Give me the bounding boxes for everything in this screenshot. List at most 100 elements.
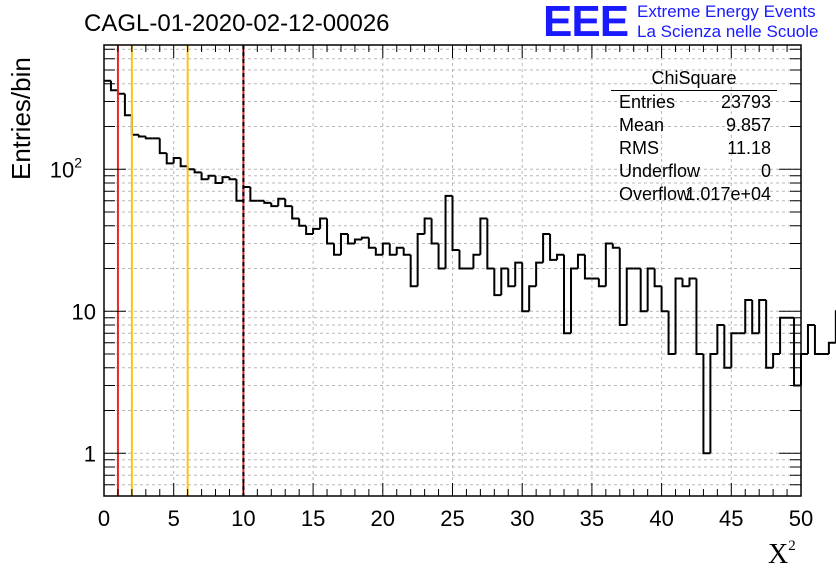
- histogram-bin: [158, 138, 167, 155]
- histogram-bin: [123, 93, 132, 117]
- x-axis-label-base: X: [768, 539, 789, 570]
- x-axis-label-sup: 2: [788, 538, 796, 554]
- histogram-bin: [458, 250, 467, 270]
- stats-row-mean: Mean 9.857: [611, 114, 777, 137]
- histogram-bin: [793, 317, 801, 387]
- stats-value: 1.017e+04: [685, 184, 771, 204]
- histogram-bin: [451, 195, 460, 252]
- histogram-bin: [813, 325, 822, 356]
- histogram-bin: [319, 217, 328, 229]
- histogram-bin: [563, 254, 571, 335]
- histogram-bin: [430, 218, 439, 245]
- stats-value: 11.18: [727, 138, 771, 158]
- histogram-bin: [702, 354, 711, 455]
- histogram-bin: [423, 217, 432, 234]
- stats-key: Overflow: [619, 184, 691, 204]
- histogram-bin: [765, 300, 774, 369]
- histogram-bin: [674, 277, 683, 355]
- histogram-bin: [514, 261, 523, 287]
- stats-row-underflow: Underflow 0: [611, 160, 777, 183]
- histogram-bin: [667, 311, 676, 356]
- histogram-bin: [479, 217, 488, 255]
- histogram-bin: [576, 253, 585, 269]
- histogram-bin: [179, 158, 188, 168]
- histogram-bin: [604, 242, 613, 287]
- histogram-bin: [653, 268, 662, 288]
- histogram-bin: [395, 246, 404, 255]
- x-tick-label: 10: [231, 506, 255, 531]
- histogram-bin: [165, 153, 174, 165]
- histogram-bin: [744, 299, 753, 334]
- stats-row-entries: Entries 23793: [611, 91, 777, 114]
- stats-key: Mean: [619, 115, 665, 135]
- histogram-bin: [277, 197, 286, 207]
- histogram-bin: [333, 243, 341, 256]
- histogram-bin: [200, 172, 209, 181]
- histogram-bin: [716, 324, 725, 355]
- histogram-bin: [353, 238, 362, 244]
- y-axis-label: Entries/bin: [6, 57, 36, 180]
- axes: [103, 44, 802, 497]
- histogram-bin: [500, 267, 509, 296]
- histogram-bin: [214, 175, 223, 185]
- histogram-bin: [772, 353, 781, 368]
- eee-logo: EEE: [543, 0, 629, 46]
- histogram-bin: [228, 177, 237, 181]
- histogram-bin: [569, 267, 578, 334]
- histogram-bin: [130, 115, 139, 136]
- histogram-bin: [116, 90, 125, 95]
- histogram-bin: [367, 237, 376, 249]
- x-tick-label: 25: [440, 506, 464, 531]
- histogram-bin: [758, 299, 767, 334]
- histogram-bin: [409, 254, 418, 288]
- histogram-bin: [263, 200, 272, 204]
- histogram-bin: [437, 243, 446, 270]
- histogram-bin: [472, 253, 481, 269]
- histogram-bin: [360, 236, 369, 240]
- y-tick-label: 10: [72, 299, 96, 324]
- histogram-bin: [193, 169, 202, 174]
- histogram-bin: [800, 353, 808, 386]
- histogram-bin: [242, 185, 251, 201]
- histogram-bin: [381, 242, 390, 255]
- histogram-bin: [339, 232, 348, 255]
- x-tick-label: 50: [789, 506, 813, 531]
- logo-line-1: Extreme Energy Events: [637, 2, 816, 21]
- logo-caption: Extreme Energy Events La Scienza nelle S…: [637, 2, 818, 42]
- histogram-bin: [542, 232, 551, 263]
- histogram-bin: [172, 157, 181, 164]
- histogram-bin: [583, 254, 592, 280]
- histogram-bin: [493, 268, 502, 297]
- histogram-bin: [660, 286, 669, 313]
- histogram-bin: [597, 278, 606, 288]
- histogram-bin: [507, 268, 516, 288]
- histogram-bin: [549, 233, 558, 261]
- histogram-bin: [444, 194, 453, 269]
- histogram-bin: [270, 202, 279, 208]
- chart-title: CAGL-01-2020-02-12-00026: [84, 10, 390, 37]
- histogram-bin: [611, 243, 620, 249]
- x-tick-label: 0: [98, 506, 110, 531]
- stats-key: RMS: [619, 138, 659, 158]
- histogram-bin: [312, 227, 321, 234]
- x-tick-label: 40: [649, 506, 673, 531]
- histogram-bin: [291, 206, 300, 220]
- histogram-bin: [221, 176, 230, 184]
- histogram-bin: [284, 198, 293, 208]
- logo-line-2: La Scienza nelle Scuole: [637, 22, 819, 41]
- histogram-bin: [249, 186, 258, 202]
- histogram-bin: [806, 324, 815, 355]
- x-tick-label: 45: [719, 506, 743, 531]
- x-tick-label: 5: [168, 506, 180, 531]
- histogram-bin: [535, 261, 544, 287]
- cut-lines: [116, 45, 245, 496]
- histogram-bin: [137, 134, 146, 138]
- stats-box-title: ChiSquare: [611, 66, 777, 91]
- histogram-bin: [709, 353, 718, 454]
- histogram-bin: [723, 325, 732, 369]
- histogram-bin: [207, 174, 216, 180]
- histogram-bin: [402, 247, 411, 256]
- histogram-bin: [109, 80, 118, 92]
- histogram-bin: [521, 262, 530, 313]
